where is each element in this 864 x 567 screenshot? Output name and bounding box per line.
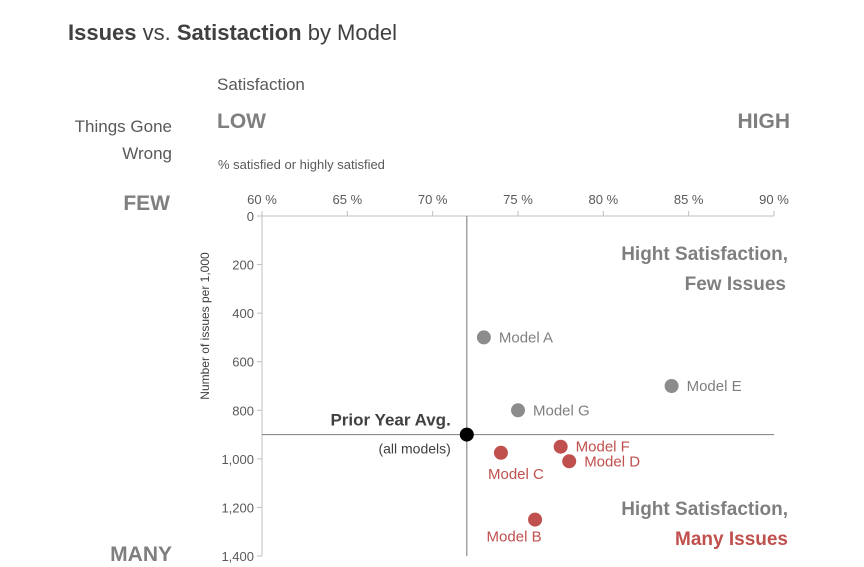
x-tick-label: 75 % [503,192,533,207]
data-point-label: Model C [488,466,544,483]
y-header-few: FEW [123,192,170,215]
y-header-many: MANY [110,543,172,566]
data-point [511,403,525,418]
annotation-bottom-right-line1: Hight Satisfaction, [621,499,788,520]
data-point [553,439,568,454]
y-tick-label: 0 [247,209,254,224]
x-tick-label: 85 % [674,192,704,207]
x-tick-label: 60 % [247,192,277,207]
y-tick-label: 600 [232,355,254,370]
data-point [562,454,577,469]
data-point-label: Model G [533,402,590,419]
data-point-label: Model B [487,529,542,546]
annotation-top-right-line1: Hight Satisfaction, [621,244,788,265]
data-point [528,512,543,527]
y-tick-label: 1,400 [221,549,254,564]
data-point-label: Model D [584,453,640,470]
x-tick-label: 65 % [333,192,363,207]
annotation-bottom-right-line2: Many Issues [675,529,788,550]
reference-point [459,427,474,442]
y-header-line2: Wrong [122,144,172,163]
y-header-line1: Things Gone [74,117,172,136]
data-point [476,330,491,345]
data-point-label: Model F [576,439,630,456]
y-tick-label: 1,200 [221,500,254,515]
title-satisfaction: Satistaction [176,20,302,45]
reference-label: Prior Year Avg. [330,411,450,430]
y-tick-label: 400 [232,306,254,321]
title-vs: vs. [142,20,171,45]
title-issues: Issues [68,20,137,45]
annotation-top-right-line2: Few Issues [685,274,786,295]
x-header-high: HIGH [737,110,791,133]
data-point-label: Model E [687,378,742,395]
chart-title: Issues vs. Satistaction by Model [68,20,397,46]
y-axis-title: Number of issues per 1,000 [198,252,212,400]
y-tick-label: 200 [232,258,254,273]
x-tick-label: 90 % [759,192,789,207]
data-point [493,445,508,460]
y-tick-label: 800 [232,403,254,418]
reference-sublabel: (all models) [378,441,450,457]
x-header-low: LOW [217,110,266,133]
data-point-label: Model A [499,329,553,346]
y-tick-label: 1,000 [221,452,254,467]
x-tick-label: 80 % [589,192,619,207]
x-header-label: Satisfaction [217,75,305,94]
title-by-model: by Model [307,20,397,45]
x-header-sub: % satisfied or highly satisfied [218,157,385,172]
data-point [664,379,679,393]
x-tick-label: 70 % [418,192,448,207]
